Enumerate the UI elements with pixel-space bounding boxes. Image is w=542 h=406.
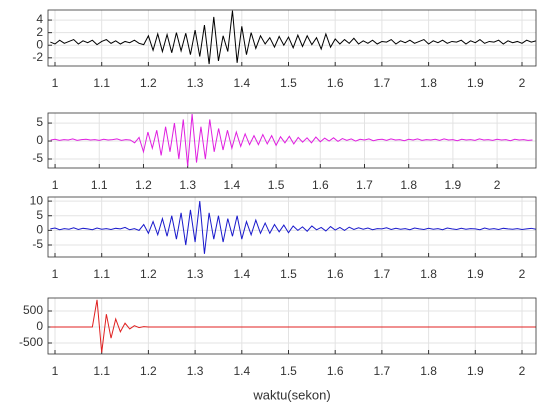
plot-area [48,10,536,66]
x-tick-label: 1.6 [327,76,344,90]
x-tick-label: 1.1 [93,267,110,281]
x-tick-label: 1.9 [467,76,484,90]
x-tick-label: 1.7 [356,178,373,192]
x-tick-label: 2 [519,76,526,90]
x-tick-label: 1.3 [179,178,196,192]
x-tick-label: 1 [52,267,59,281]
x-tick-label: 1.4 [233,364,250,378]
x-tick-label: 1.1 [93,364,110,378]
y-tick-label: 10 [30,193,44,207]
plot-area [48,298,536,354]
x-tick-label: 1.5 [280,267,297,281]
x-tick-label: 1.4 [224,178,241,192]
x-tick-label: 1.8 [400,178,417,192]
x-tick-label: 2 [494,178,501,192]
y-tick-label: -500 [19,335,43,349]
x-tick-label: 1.2 [140,364,157,378]
x-tick-label: 1.1 [91,178,108,192]
x-tick-label: 1.2 [140,267,157,281]
y-tick-label: 500 [23,303,43,317]
x-tick-label: 1.7 [374,364,391,378]
x-tick-label: 1.6 [327,267,344,281]
x-tick-label: 1 [52,76,59,90]
signal-line [50,10,536,65]
y-tick-label: -2 [32,50,43,64]
x-tick-label: 1.7 [374,267,391,281]
y-tick-label: 0 [36,37,43,51]
x-tick-label: 1.5 [268,178,285,192]
axes-box [47,9,537,67]
y-tick-label: -5 [32,237,43,251]
signal-line [50,299,536,353]
x-tick-label: 1.8 [420,76,437,90]
x-tick-label: 1.4 [233,76,250,90]
x-tick-label: 1.4 [233,267,250,281]
x-axis-label: waktu(sekon) [252,387,330,402]
x-tick-label: 1.5 [280,364,297,378]
x-tick-label: 1 [52,364,59,378]
x-tick-label: 1.8 [420,267,437,281]
x-tick-label: 1.1 [93,76,110,90]
x-tick-label: 1.3 [187,267,204,281]
x-tick-label: 2 [519,364,526,378]
x-tick-label: 1.6 [327,364,344,378]
y-tick-label: 0 [36,319,43,333]
x-tick-label: 1.3 [187,76,204,90]
y-tick-label: -5 [32,151,43,165]
x-tick-label: 1.9 [467,267,484,281]
x-tick-label: 1 [52,178,59,192]
axes-box [47,196,537,258]
axes-box [47,112,537,169]
y-tick-label: 0 [36,133,43,147]
x-tick-label: 2 [519,267,526,281]
y-tick-label: 4 [36,12,43,26]
x-tick-label: 1.3 [187,364,204,378]
axes-box [47,297,537,355]
signal-line [50,201,536,254]
x-tick-label: 1.7 [374,76,391,90]
x-tick-label: 1.2 [140,76,157,90]
y-tick-label: 2 [36,25,43,39]
x-tick-label: 1.5 [280,76,297,90]
x-tick-label: 1.6 [312,178,329,192]
x-tick-label: 1.2 [135,178,152,192]
x-tick-label: 1.8 [420,364,437,378]
y-tick-label: 0 [36,223,43,237]
signal-line [50,114,533,167]
y-tick-label: 5 [36,115,43,129]
x-tick-label: 1.9 [467,364,484,378]
x-tick-label: 1.9 [445,178,462,192]
y-tick-label: 5 [36,208,43,222]
